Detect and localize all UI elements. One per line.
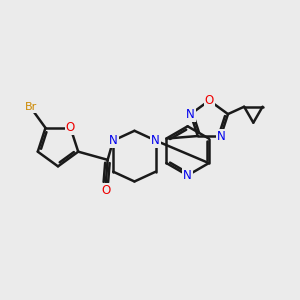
Text: N: N [217,130,225,142]
Text: N: N [109,134,118,147]
Text: N: N [183,169,192,182]
Text: O: O [205,94,214,107]
Text: O: O [66,122,75,134]
Text: N: N [152,134,160,147]
Text: Br: Br [25,102,37,112]
Text: N: N [186,108,195,121]
Text: O: O [101,184,110,196]
